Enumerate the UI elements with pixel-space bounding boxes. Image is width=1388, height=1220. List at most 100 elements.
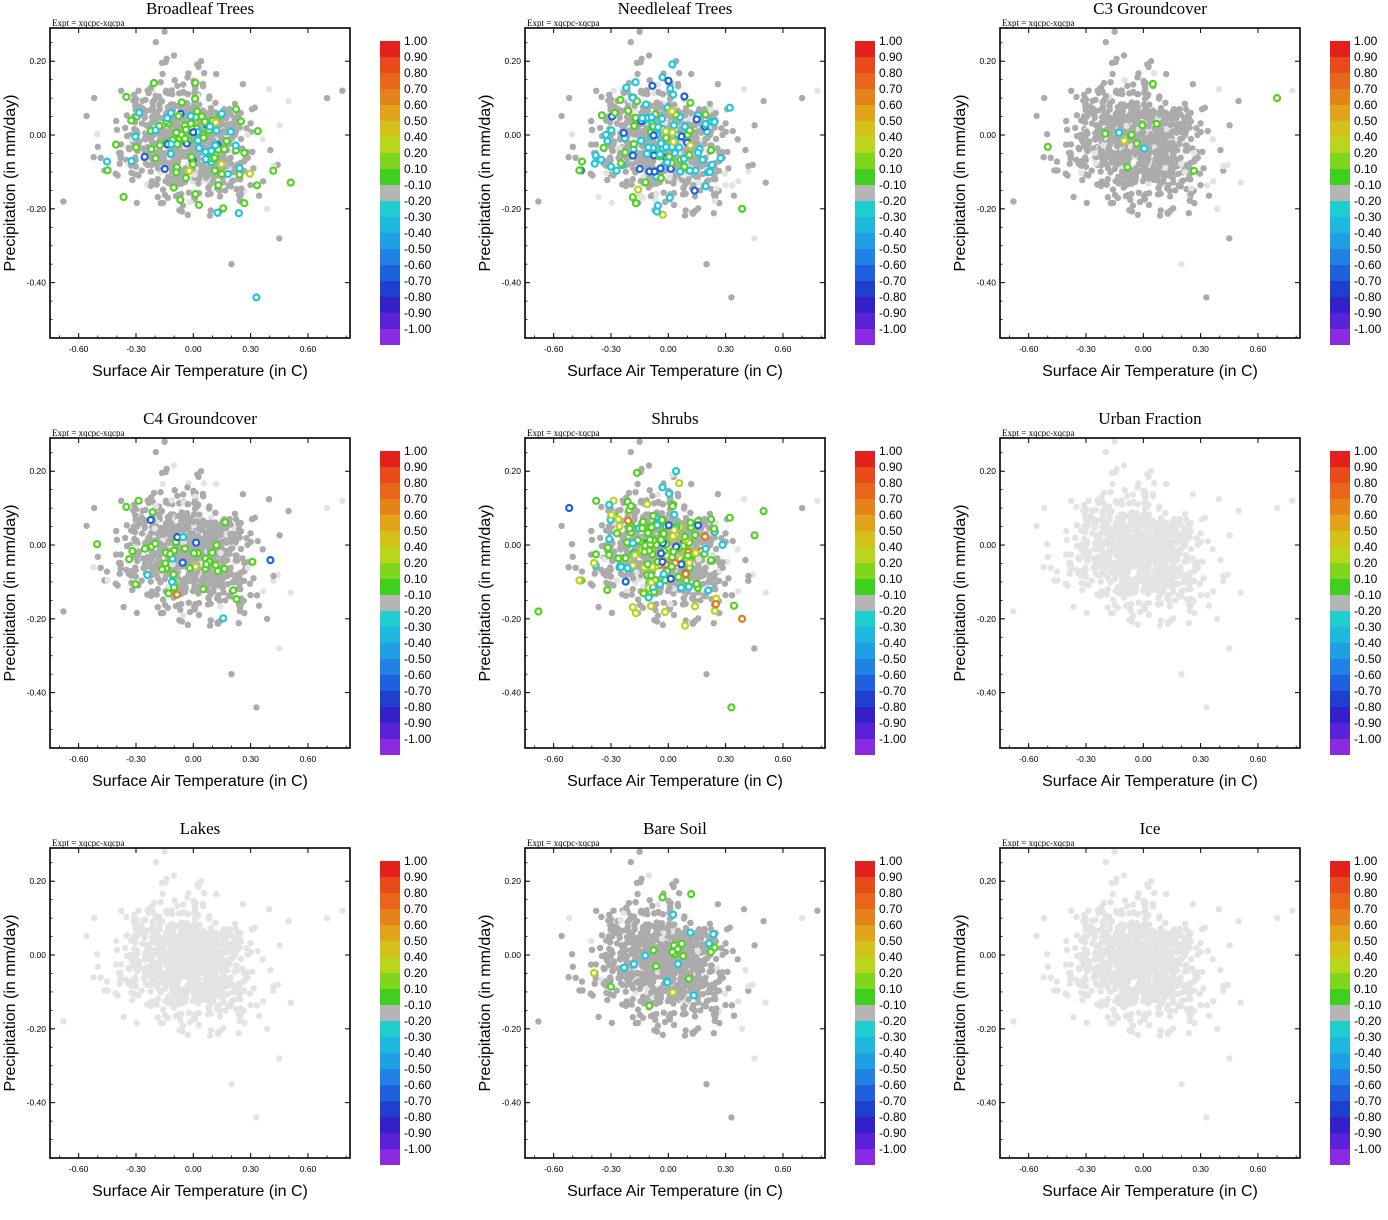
data-point <box>676 574 682 580</box>
data-point <box>1136 190 1142 196</box>
data-point <box>217 550 223 556</box>
colorbar-swatch <box>380 265 400 281</box>
expt-annotation: Expt = xqcpc-xqcpa <box>527 18 600 28</box>
data-point <box>203 561 209 567</box>
data-point <box>718 155 724 161</box>
x-tick-label: 0.30 <box>717 754 734 764</box>
colorbar-label: 0.60 <box>1354 98 1378 112</box>
data-point <box>1166 172 1172 178</box>
data-point <box>663 128 669 134</box>
data-point <box>713 191 719 197</box>
data-point <box>1074 133 1080 139</box>
data-point <box>589 172 595 178</box>
colorbar-swatch <box>1330 265 1350 281</box>
data-point <box>212 100 218 106</box>
data-point <box>1140 129 1146 135</box>
data-point <box>694 116 700 122</box>
colorbar-label: -0.50 <box>879 242 907 256</box>
y-tick-label: 0.00 <box>29 540 46 550</box>
data-point <box>692 532 698 538</box>
data-point <box>1197 182 1203 188</box>
data-point <box>535 198 541 204</box>
data-point <box>1091 113 1097 119</box>
data-point <box>1146 202 1152 208</box>
data-point <box>194 108 200 114</box>
data-point <box>681 156 687 162</box>
data-point <box>713 601 719 607</box>
colorbar-label: -0.80 <box>1354 290 1382 304</box>
data-point <box>1084 148 1090 154</box>
data-point <box>159 566 165 572</box>
colorbar-swatch <box>380 707 400 723</box>
data-point <box>654 618 660 624</box>
data-point <box>228 671 234 677</box>
chart-title: Shrubs <box>651 410 698 428</box>
colorbar-swatch <box>380 723 400 739</box>
data-point <box>128 573 134 579</box>
data-point <box>234 596 240 602</box>
data-point <box>118 88 124 94</box>
data-point <box>104 568 110 574</box>
colorbar-label: -1.00 <box>1354 322 1382 336</box>
data-point <box>165 605 171 611</box>
data-point <box>270 168 276 174</box>
data-point <box>1177 121 1183 127</box>
data-point <box>709 162 715 168</box>
colorbar-label: 0.80 <box>404 66 428 80</box>
data-point <box>653 191 659 197</box>
data-point <box>1177 106 1183 112</box>
data-point <box>643 102 649 108</box>
x-tick-label: 0.30 <box>242 344 259 354</box>
data-point <box>324 95 330 101</box>
data-point <box>172 487 178 493</box>
data-point <box>131 92 137 98</box>
x-tick-label: 0.60 <box>775 754 792 764</box>
data-point <box>722 530 728 536</box>
data-point <box>141 523 147 529</box>
data-point <box>95 554 101 560</box>
data-point <box>183 585 189 591</box>
data-point <box>213 120 219 126</box>
data-point <box>237 586 243 592</box>
colorbar-label: -0.30 <box>1354 210 1382 224</box>
data-point <box>159 71 165 77</box>
x-axis-label: Surface Air Temperature (in C) <box>92 363 308 380</box>
data-point <box>250 575 256 581</box>
data-point <box>647 487 653 493</box>
data-point <box>245 565 251 571</box>
colorbar-label: -0.40 <box>1354 226 1382 240</box>
data-point <box>703 183 709 189</box>
data-point <box>703 546 709 552</box>
data-point <box>676 145 682 151</box>
data-point <box>671 549 677 555</box>
data-point <box>681 185 687 191</box>
data-point <box>1206 193 1212 199</box>
data-point <box>113 528 119 534</box>
y-axis-label: Precipitation (in mm/day) <box>2 95 19 272</box>
data-point <box>630 95 636 101</box>
data-point <box>1157 112 1163 118</box>
data-point <box>618 564 624 570</box>
data-point <box>217 193 223 199</box>
data-point <box>573 565 579 571</box>
data-point <box>579 568 585 574</box>
data-point <box>579 159 585 165</box>
data-point <box>1157 152 1163 158</box>
data-point <box>264 616 270 622</box>
data-point <box>720 565 726 571</box>
data-point <box>658 537 664 543</box>
data-point <box>208 207 214 213</box>
data-point <box>570 144 576 150</box>
data-point <box>659 517 665 523</box>
data-point <box>671 202 677 208</box>
data-point <box>687 520 693 526</box>
data-point <box>630 540 636 546</box>
data-point <box>188 121 194 127</box>
data-point <box>1214 206 1220 212</box>
data-point <box>212 142 218 148</box>
data-point <box>215 210 221 216</box>
data-point <box>702 534 708 540</box>
colorbar-swatch <box>380 467 400 483</box>
data-point <box>623 579 629 585</box>
colorbar-label: -0.10 <box>404 588 432 602</box>
